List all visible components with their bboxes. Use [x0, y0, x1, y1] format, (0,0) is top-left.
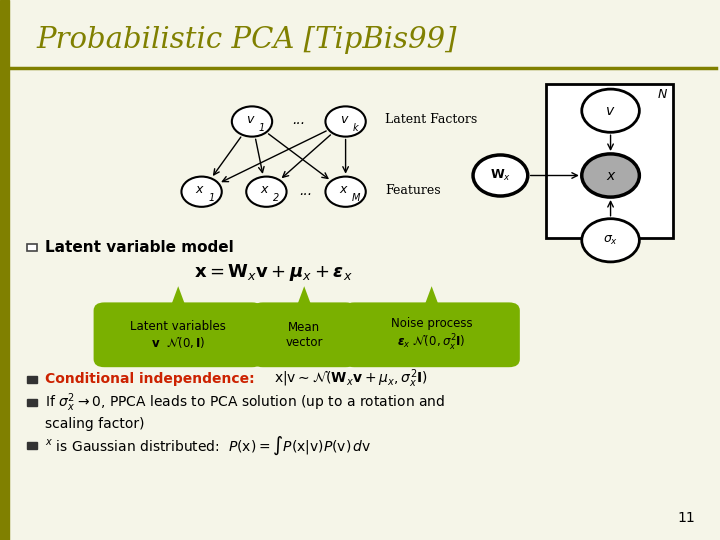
Circle shape [582, 89, 639, 132]
Circle shape [473, 155, 528, 196]
Text: x: x [261, 183, 268, 196]
Polygon shape [295, 286, 313, 310]
Bar [27, 442, 37, 449]
Bar [27, 244, 37, 251]
Text: $\sigma_x$: $\sigma_x$ [603, 234, 618, 247]
Bar [27, 399, 37, 406]
Text: v: v [340, 113, 347, 126]
Text: $\mathrm{x}|\mathrm{v} \sim \mathcal{N}(\mathbf{W}_x\mathbf{v} + \mu_x, \sigma_x: $\mathrm{x}|\mathrm{v} \sim \mathcal{N}(… [274, 368, 428, 390]
Text: $\mathbf{W}_x$: $\mathbf{W}_x$ [490, 168, 511, 183]
Text: Features: Features [385, 184, 441, 197]
Circle shape [582, 219, 639, 262]
Text: v: v [246, 113, 253, 126]
Text: ...: ... [300, 184, 312, 198]
FancyBboxPatch shape [252, 302, 356, 367]
Bar [0, 0, 9, 540]
Text: 2: 2 [274, 193, 279, 203]
Text: Latent Factors: Latent Factors [385, 113, 477, 126]
Text: Latent variable model: Latent variable model [45, 240, 234, 255]
Text: k: k [353, 123, 359, 133]
Text: Probabilistic PCA [TipBis99]: Probabilistic PCA [TipBis99] [36, 26, 456, 55]
Text: 1: 1 [209, 193, 215, 203]
Text: ...: ... [292, 113, 305, 127]
Circle shape [246, 177, 287, 207]
Text: Conditional independence:: Conditional independence: [45, 372, 254, 386]
Bar [546, 84, 673, 238]
Text: $^x$ is Gaussian distributed:  $P(\mathrm{x}) = \int P(\mathrm{x}|\mathrm{v})P(\: $^x$ is Gaussian distributed: $P(\mathrm… [45, 434, 371, 457]
Text: $\mathbf{x} = \mathbf{W}_x\mathbf{v} + \boldsymbol{\mu}_x + \boldsymbol{\epsilon: $\mathbf{x} = \mathbf{W}_x\mathbf{v} + \… [194, 262, 353, 283]
Text: 11: 11 [677, 511, 695, 525]
FancyBboxPatch shape [94, 302, 263, 367]
Polygon shape [169, 286, 187, 310]
Text: M: M [351, 193, 360, 203]
Circle shape [582, 154, 639, 197]
Text: Latent variables
$\mathbf{v}\ \ \mathcal{N}(0,\mathbf{I})$: Latent variables $\mathbf{v}\ \ \mathcal… [130, 320, 226, 350]
Text: v: v [606, 104, 615, 118]
Text: If $\sigma_x^2 \rightarrow 0$, PPCA leads to PCA solution (up to a rotation and: If $\sigma_x^2 \rightarrow 0$, PPCA lead… [45, 391, 445, 414]
Text: x: x [340, 183, 347, 196]
Bar [27, 376, 37, 383]
FancyBboxPatch shape [343, 302, 520, 367]
Circle shape [232, 106, 272, 137]
Text: x: x [196, 183, 203, 196]
Text: 1: 1 [259, 123, 265, 133]
Text: N: N [658, 88, 667, 101]
Circle shape [325, 106, 366, 137]
Circle shape [181, 177, 222, 207]
Text: Noise process
$\boldsymbol{\epsilon}_x\ \mathcal{N}(0,\sigma_x^2\mathbf{I})$: Noise process $\boldsymbol{\epsilon}_x\ … [391, 317, 472, 353]
Polygon shape [423, 286, 441, 310]
Text: Mean
vector: Mean vector [285, 321, 323, 349]
Text: x: x [606, 168, 615, 183]
Text: scaling factor): scaling factor) [45, 417, 144, 431]
Circle shape [325, 177, 366, 207]
